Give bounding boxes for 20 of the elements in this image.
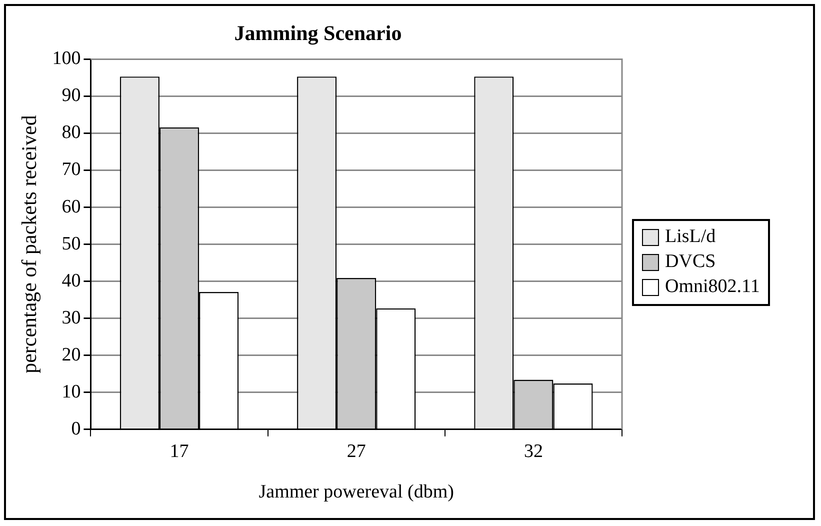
x-tick-label: 27 <box>346 440 366 462</box>
y-tick-label: 80 <box>62 122 81 144</box>
x-tick-label: 32 <box>524 440 543 462</box>
y-tick-label: 0 <box>71 418 81 440</box>
text: Omni802.11 <box>665 276 760 298</box>
y-tick-label: 20 <box>62 344 81 366</box>
x-axis-title: Jammer powereval (dbm) <box>258 482 454 503</box>
y-tick-label: 60 <box>62 196 81 218</box>
chart-title: Jamming Scenario <box>234 21 402 46</box>
legend-label: LisL/d <box>665 226 716 248</box>
y-axis-title: percentage of packets received <box>17 114 42 374</box>
y-tick-label: 40 <box>62 270 81 292</box>
y-tick-label: 50 <box>62 233 81 254</box>
legend-label: DVCS <box>665 251 716 273</box>
y-tick-label: 10 <box>62 381 81 402</box>
y-tick-label: 70 <box>62 159 81 180</box>
x-tick-label: 17 <box>170 440 189 462</box>
y-tick-label: 90 <box>62 85 81 106</box>
y-tick-label: 30 <box>62 307 81 328</box>
y-tick-label: 100 <box>52 48 81 70</box>
